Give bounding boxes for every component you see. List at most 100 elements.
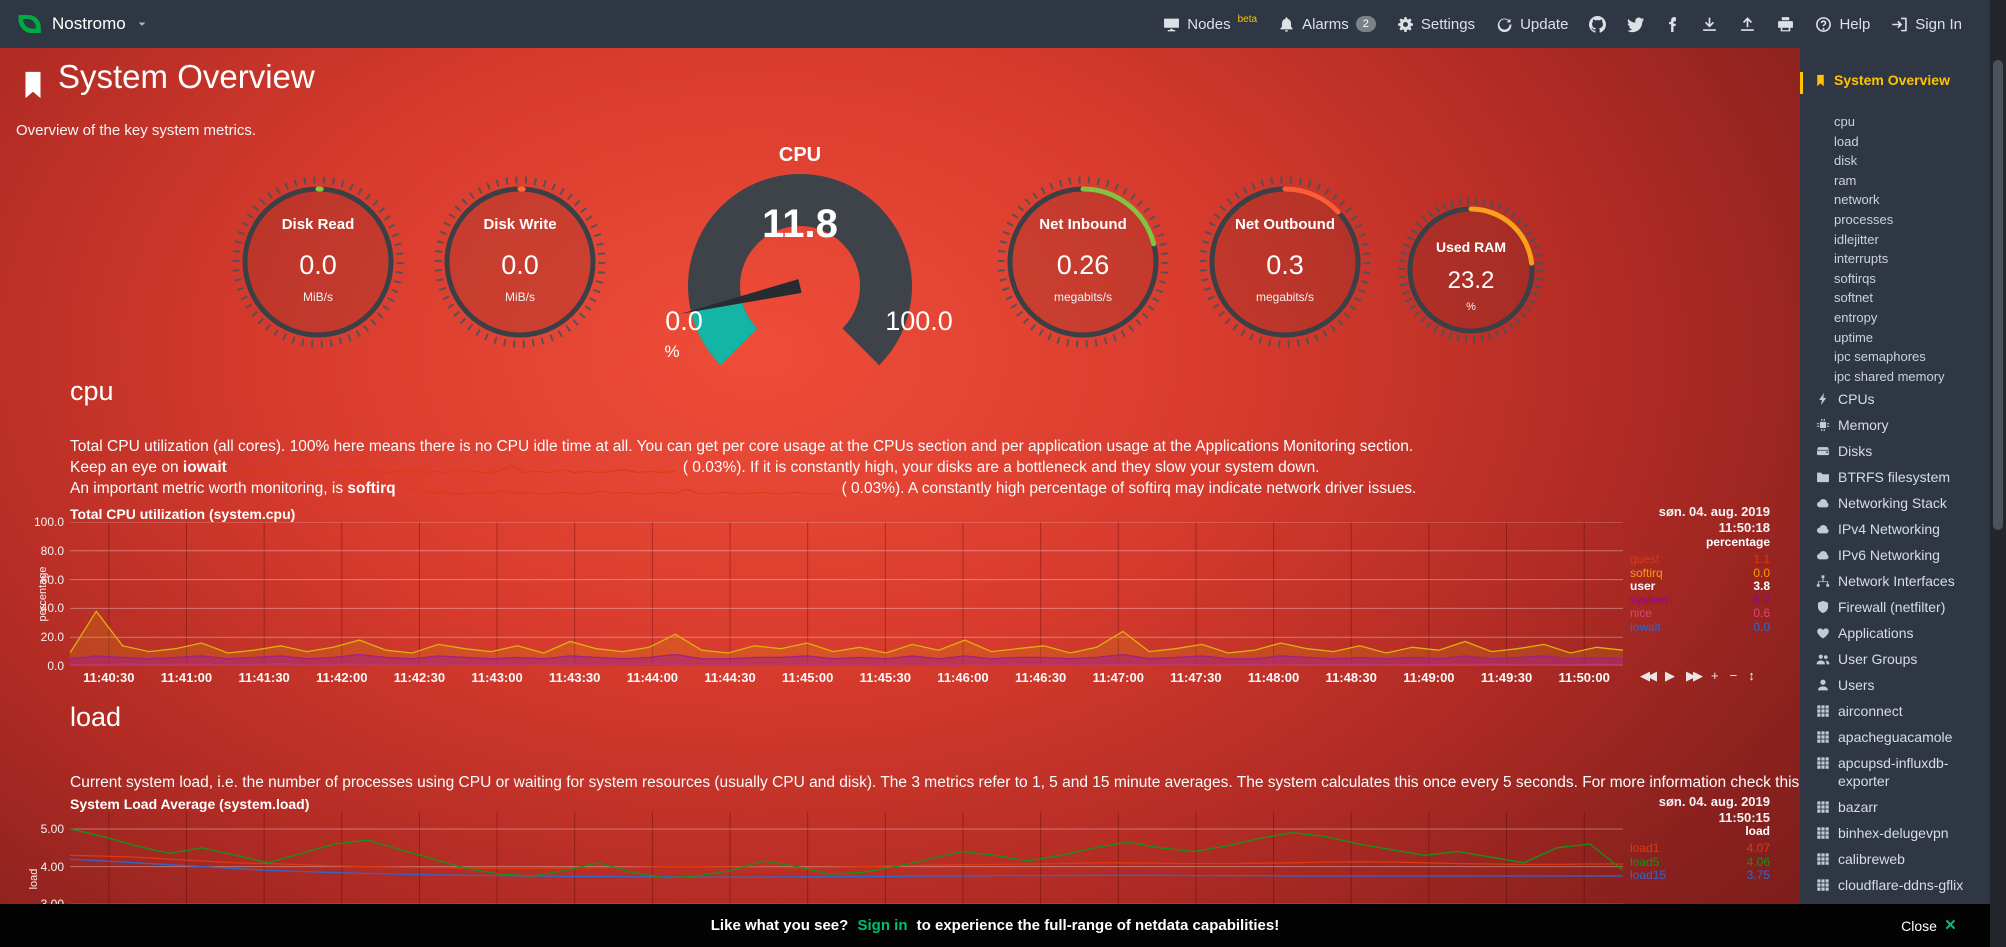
alarms-button[interactable]: Alarms 2 (1278, 16, 1376, 33)
legend-row-guest[interactable]: guest 1.1 (1630, 552, 1770, 567)
sidebar-item-cpus[interactable]: CPUs (1800, 386, 1990, 412)
sidebar-item-firewall-netfilter[interactable]: Firewall (netfilter) (1800, 594, 1990, 620)
xtick-label: 11:50:00 (1558, 670, 1610, 685)
legend-row-nice[interactable]: nice 0.6 (1630, 606, 1770, 621)
sidebar-item-disks[interactable]: Disks (1800, 438, 1990, 464)
settings-button[interactable]: Settings (1397, 16, 1475, 33)
banner-signin-link[interactable]: Sign in (857, 917, 908, 934)
scrollbar-thumb[interactable] (1993, 60, 2003, 530)
sidebar-item-load[interactable]: load (1800, 132, 1990, 152)
ytick-label: 5.00 (40, 821, 64, 836)
net-inbound-gauge[interactable]: Net Inbound 0.26 megabits/s (995, 174, 1171, 350)
sidebar-item-user-groups[interactable]: User Groups (1800, 646, 1990, 672)
sidebar-item-interrupts[interactable]: interrupts (1800, 249, 1990, 269)
load-section-heading: load (70, 702, 122, 732)
sidebar-item-bazarr[interactable]: bazarr (1800, 794, 1990, 820)
sidebar-item-apacheguacamole[interactable]: apacheguacamole (1800, 724, 1990, 750)
alarms-label: Alarms (1302, 15, 1349, 33)
github-button[interactable] (1589, 16, 1606, 33)
grid-icon (1816, 730, 1830, 744)
gauge-title: Net Outbound (1235, 216, 1335, 233)
sidebar-item-apcupsd-influxdb-exporter[interactable]: apcupsd-influxdb-exporter (1800, 750, 1990, 794)
softirq-keyword: softirq (347, 480, 396, 497)
legend-row-user[interactable]: user 3.8 (1630, 579, 1770, 594)
banner-text: to experience the full-range of netdata … (912, 917, 1280, 934)
cpu-gauge[interactable]: CPU 11.8 0.0 100.0 % (640, 140, 960, 390)
resize-icon[interactable]: ↕ (1748, 668, 1755, 683)
sidebar-item-softirqs[interactable]: softirqs (1800, 269, 1990, 289)
sidebar-item-airconnect[interactable]: airconnect (1800, 698, 1990, 724)
sidebar-item-uptime[interactable]: uptime (1800, 328, 1990, 348)
help-button[interactable]: Help (1815, 16, 1870, 33)
signin-icon (1891, 16, 1908, 33)
sidebar-item-entropy[interactable]: entropy (1800, 308, 1990, 328)
sidebar-item-cloudflare-ddns-gflix[interactable]: cloudflare-ddns-gflix (1800, 872, 1990, 898)
legend-row-iowait[interactable]: iowait 0.0 (1630, 620, 1770, 635)
update-label: Update (1520, 15, 1569, 33)
disk-write-gauge-ring (434, 176, 606, 348)
facebook-button[interactable] (1665, 17, 1680, 32)
sidebar-item-idlejitter[interactable]: idlejitter (1800, 230, 1990, 250)
legend-row-system[interactable]: system 5.2 (1630, 593, 1770, 608)
legend-row-load5[interactable]: load5 4.06 (1630, 855, 1770, 870)
sidebar-item-softnet[interactable]: softnet (1800, 288, 1990, 308)
zoom-out-icon[interactable]: − (1729, 668, 1738, 683)
import-button[interactable] (1739, 16, 1756, 33)
sidebar-item-network[interactable]: network (1800, 190, 1990, 210)
load-chart-legend: load load1 4.07 load5 4.06 load15 3.75 (1630, 824, 1770, 883)
sidebar-item-label: CPUs (1838, 391, 1875, 408)
nodes-button[interactable]: Nodes beta (1163, 14, 1257, 33)
play-icon[interactable]: ▶ (1665, 668, 1675, 683)
sidebar-item-applications[interactable]: Applications (1800, 620, 1990, 646)
sidebar-item-users[interactable]: Users (1800, 672, 1990, 698)
banner-close-button[interactable]: Close × (1901, 904, 1956, 947)
sidebar-item-network-interfaces[interactable]: Network Interfaces (1800, 568, 1990, 594)
cpu-chart-toolbar: ◀◀ ▶ ▶▶ + − ↕ (1640, 668, 1755, 684)
sidebar-item-label: binhex-delugevpn (1838, 825, 1949, 842)
backward-icon[interactable]: ◀◀ (1640, 668, 1657, 683)
twitter-button[interactable] (1627, 16, 1644, 33)
used-ram-gauge[interactable]: Used RAM 23.2 % (1396, 195, 1546, 345)
cpu-chart-datetime: søn. 04. aug. 2019 11:50:18 (1560, 504, 1770, 536)
gauge-title: Used RAM (1435, 239, 1506, 255)
net-outbound-gauge[interactable]: Net Outbound 0.3 megabits/s (1197, 174, 1373, 350)
sidebar-item-processes[interactable]: processes (1800, 210, 1990, 230)
gauge-units: megabits/s (1053, 290, 1113, 304)
zoom-in-icon[interactable]: + (1711, 668, 1719, 683)
legend-dimension-value: 4.07 (1746, 841, 1770, 855)
sidebar-item-cpu[interactable]: cpu (1800, 112, 1990, 132)
signin-button[interactable]: Sign In (1891, 16, 1962, 33)
cloud-icon (1816, 496, 1830, 510)
grid-icon (1816, 852, 1830, 866)
sidebar-item-ipc-shared-memory[interactable]: ipc shared memory (1800, 367, 1990, 387)
print-button[interactable] (1777, 16, 1794, 33)
sidebar-item-disk[interactable]: disk (1800, 151, 1990, 171)
legend-row-load1[interactable]: load1 4.07 (1630, 841, 1770, 856)
disk-read-gauge[interactable]: Disk Read 0.0 MiB/s (230, 174, 406, 350)
cpu-gauge-units: % (664, 342, 680, 361)
sidebar-item-calibreweb[interactable]: calibreweb (1800, 846, 1990, 872)
sidebar-item-ram[interactable]: ram (1800, 171, 1990, 191)
close-label: Close (1901, 917, 1937, 934)
legend-row-load15[interactable]: load15 3.75 (1630, 868, 1770, 883)
netdata-logo (18, 15, 41, 33)
cpu-chart[interactable] (69, 521, 1624, 667)
sidebar-item-system-overview[interactable]: System Overview (1800, 70, 1990, 92)
sidebar-item-ipv6-networking[interactable]: IPv6 Networking (1800, 542, 1990, 568)
node-switcher[interactable]: Nostromo (16, 11, 148, 37)
bookmark-icon (1814, 74, 1827, 87)
update-button[interactable]: Update (1496, 16, 1568, 33)
export-button[interactable] (1701, 16, 1718, 33)
sidebar-item-binhex-delugevpn[interactable]: binhex-delugevpn (1800, 820, 1990, 846)
sidebar-item-ipc-semaphores[interactable]: ipc semaphores (1800, 347, 1990, 367)
sidebar-item-label: Memory (1838, 417, 1889, 434)
legend-row-softirq[interactable]: softirq 0.0 (1630, 566, 1770, 581)
forward-icon[interactable]: ▶▶ (1686, 668, 1703, 683)
page-scrollbar[interactable] (1990, 0, 2006, 947)
sidebar-item-memory[interactable]: Memory (1800, 412, 1990, 438)
sidebar-item-networking-stack[interactable]: Networking Stack (1800, 490, 1990, 516)
sidebar-item-btrfs-filesystem[interactable]: BTRFS filesystem (1800, 464, 1990, 490)
load-chart[interactable] (69, 812, 1624, 947)
disk-write-gauge[interactable]: Disk Write 0.0 MiB/s (432, 174, 608, 350)
sidebar-item-ipv4-networking[interactable]: IPv4 Networking (1800, 516, 1990, 542)
